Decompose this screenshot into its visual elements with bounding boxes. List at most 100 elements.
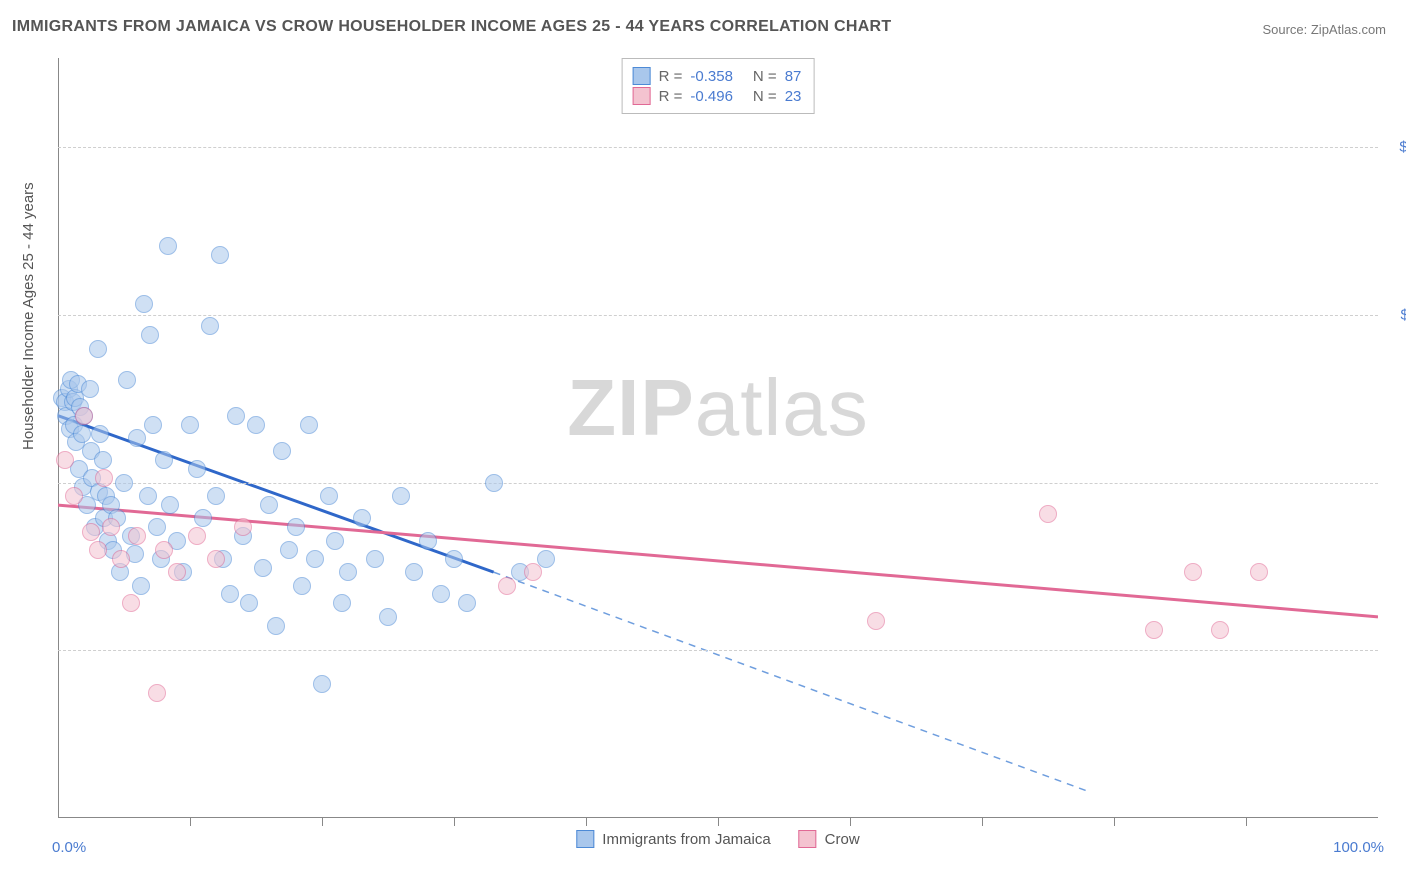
legend-swatch: [576, 830, 594, 848]
x-tick: [190, 818, 191, 826]
scatter-plot: ZIPatlas R = -0.358N = 87R = -0.496 N = 2…: [58, 58, 1378, 818]
data-point: [320, 487, 338, 505]
data-point: [201, 317, 219, 335]
stat-r-value: -0.496: [690, 88, 733, 105]
x-tick: [586, 818, 587, 826]
data-point: [89, 541, 107, 559]
legend-swatch: [633, 87, 651, 105]
y-axis-line: [58, 58, 59, 818]
gridline: [58, 315, 1378, 316]
data-point: [234, 518, 252, 536]
trend-lines: [58, 58, 1378, 818]
data-point: [227, 407, 245, 425]
data-point: [112, 550, 130, 568]
data-point: [188, 527, 206, 545]
stat-n-value: 23: [785, 88, 802, 105]
data-point: [287, 518, 305, 536]
data-point: [326, 532, 344, 550]
data-point: [353, 509, 371, 527]
data-point: [419, 532, 437, 550]
data-point: [73, 425, 91, 443]
stat-n-value: 87: [785, 68, 802, 85]
stats-row: R = -0.358N = 87: [633, 67, 802, 85]
data-point: [128, 527, 146, 545]
x-tick: [982, 818, 983, 826]
data-point: [537, 550, 555, 568]
data-point: [194, 509, 212, 527]
data-point: [333, 594, 351, 612]
data-point: [207, 550, 225, 568]
data-point: [240, 594, 258, 612]
data-point: [405, 563, 423, 581]
watermark: ZIPatlas: [567, 362, 868, 454]
data-point: [82, 523, 100, 541]
data-point: [300, 416, 318, 434]
data-point: [247, 416, 265, 434]
data-point: [148, 684, 166, 702]
data-point: [122, 594, 140, 612]
gridline: [58, 147, 1378, 148]
chart-title: IMMIGRANTS FROM JAMAICA VS CROW HOUSEHOL…: [12, 18, 891, 36]
data-point: [115, 474, 133, 492]
stat-n-label: N =: [753, 88, 777, 105]
stat-n-label: N =: [753, 68, 777, 85]
x-axis-max-label: 100.0%: [1333, 839, 1384, 856]
legend-swatch: [799, 830, 817, 848]
data-point: [366, 550, 384, 568]
x-tick: [454, 818, 455, 826]
data-point: [306, 550, 324, 568]
data-point: [432, 585, 450, 603]
data-point: [211, 246, 229, 264]
y-tick-label: $112,500: [1370, 307, 1406, 324]
legend-item: Crow: [799, 830, 860, 848]
y-tick-label: $150,000: [1370, 139, 1406, 156]
data-point: [1211, 621, 1229, 639]
x-tick: [850, 818, 851, 826]
data-point: [95, 469, 113, 487]
data-point: [188, 460, 206, 478]
data-point: [267, 617, 285, 635]
y-tick-label: $75,000: [1370, 474, 1406, 491]
x-tick: [1114, 818, 1115, 826]
data-point: [280, 541, 298, 559]
data-point: [392, 487, 410, 505]
stats-legend-box: R = -0.358N = 87R = -0.496 N = 23: [622, 58, 815, 114]
data-point: [135, 295, 153, 313]
data-point: [155, 541, 173, 559]
data-point: [1250, 563, 1268, 581]
data-point: [102, 518, 120, 536]
data-point: [207, 487, 225, 505]
data-point: [132, 577, 150, 595]
data-point: [56, 451, 74, 469]
data-point: [260, 496, 278, 514]
data-point: [485, 474, 503, 492]
data-point: [155, 451, 173, 469]
legend-label: Crow: [825, 831, 860, 848]
bottom-legend: Immigrants from Jamaica Crow: [576, 830, 859, 848]
y-tick-label: $37,500: [1370, 642, 1406, 659]
data-point: [65, 487, 83, 505]
data-point: [524, 563, 542, 581]
legend-label: Immigrants from Jamaica: [602, 831, 770, 848]
data-point: [94, 451, 112, 469]
y-axis-label: Householder Income Ages 25 - 44 years: [20, 182, 37, 450]
data-point: [867, 612, 885, 630]
data-point: [181, 416, 199, 434]
data-point: [273, 442, 291, 460]
data-point: [75, 407, 93, 425]
data-point: [168, 563, 186, 581]
data-point: [144, 416, 162, 434]
data-point: [128, 429, 146, 447]
data-point: [458, 594, 476, 612]
data-point: [159, 237, 177, 255]
stat-r-label: R =: [659, 68, 683, 85]
x-tick: [1246, 818, 1247, 826]
stats-row: R = -0.496N = 23: [633, 87, 802, 105]
source-label: Source: ZipAtlas.com: [1262, 22, 1386, 37]
gridline: [58, 650, 1378, 651]
data-point: [139, 487, 157, 505]
data-point: [118, 371, 136, 389]
data-point: [379, 608, 397, 626]
data-point: [148, 518, 166, 536]
data-point: [89, 340, 107, 358]
